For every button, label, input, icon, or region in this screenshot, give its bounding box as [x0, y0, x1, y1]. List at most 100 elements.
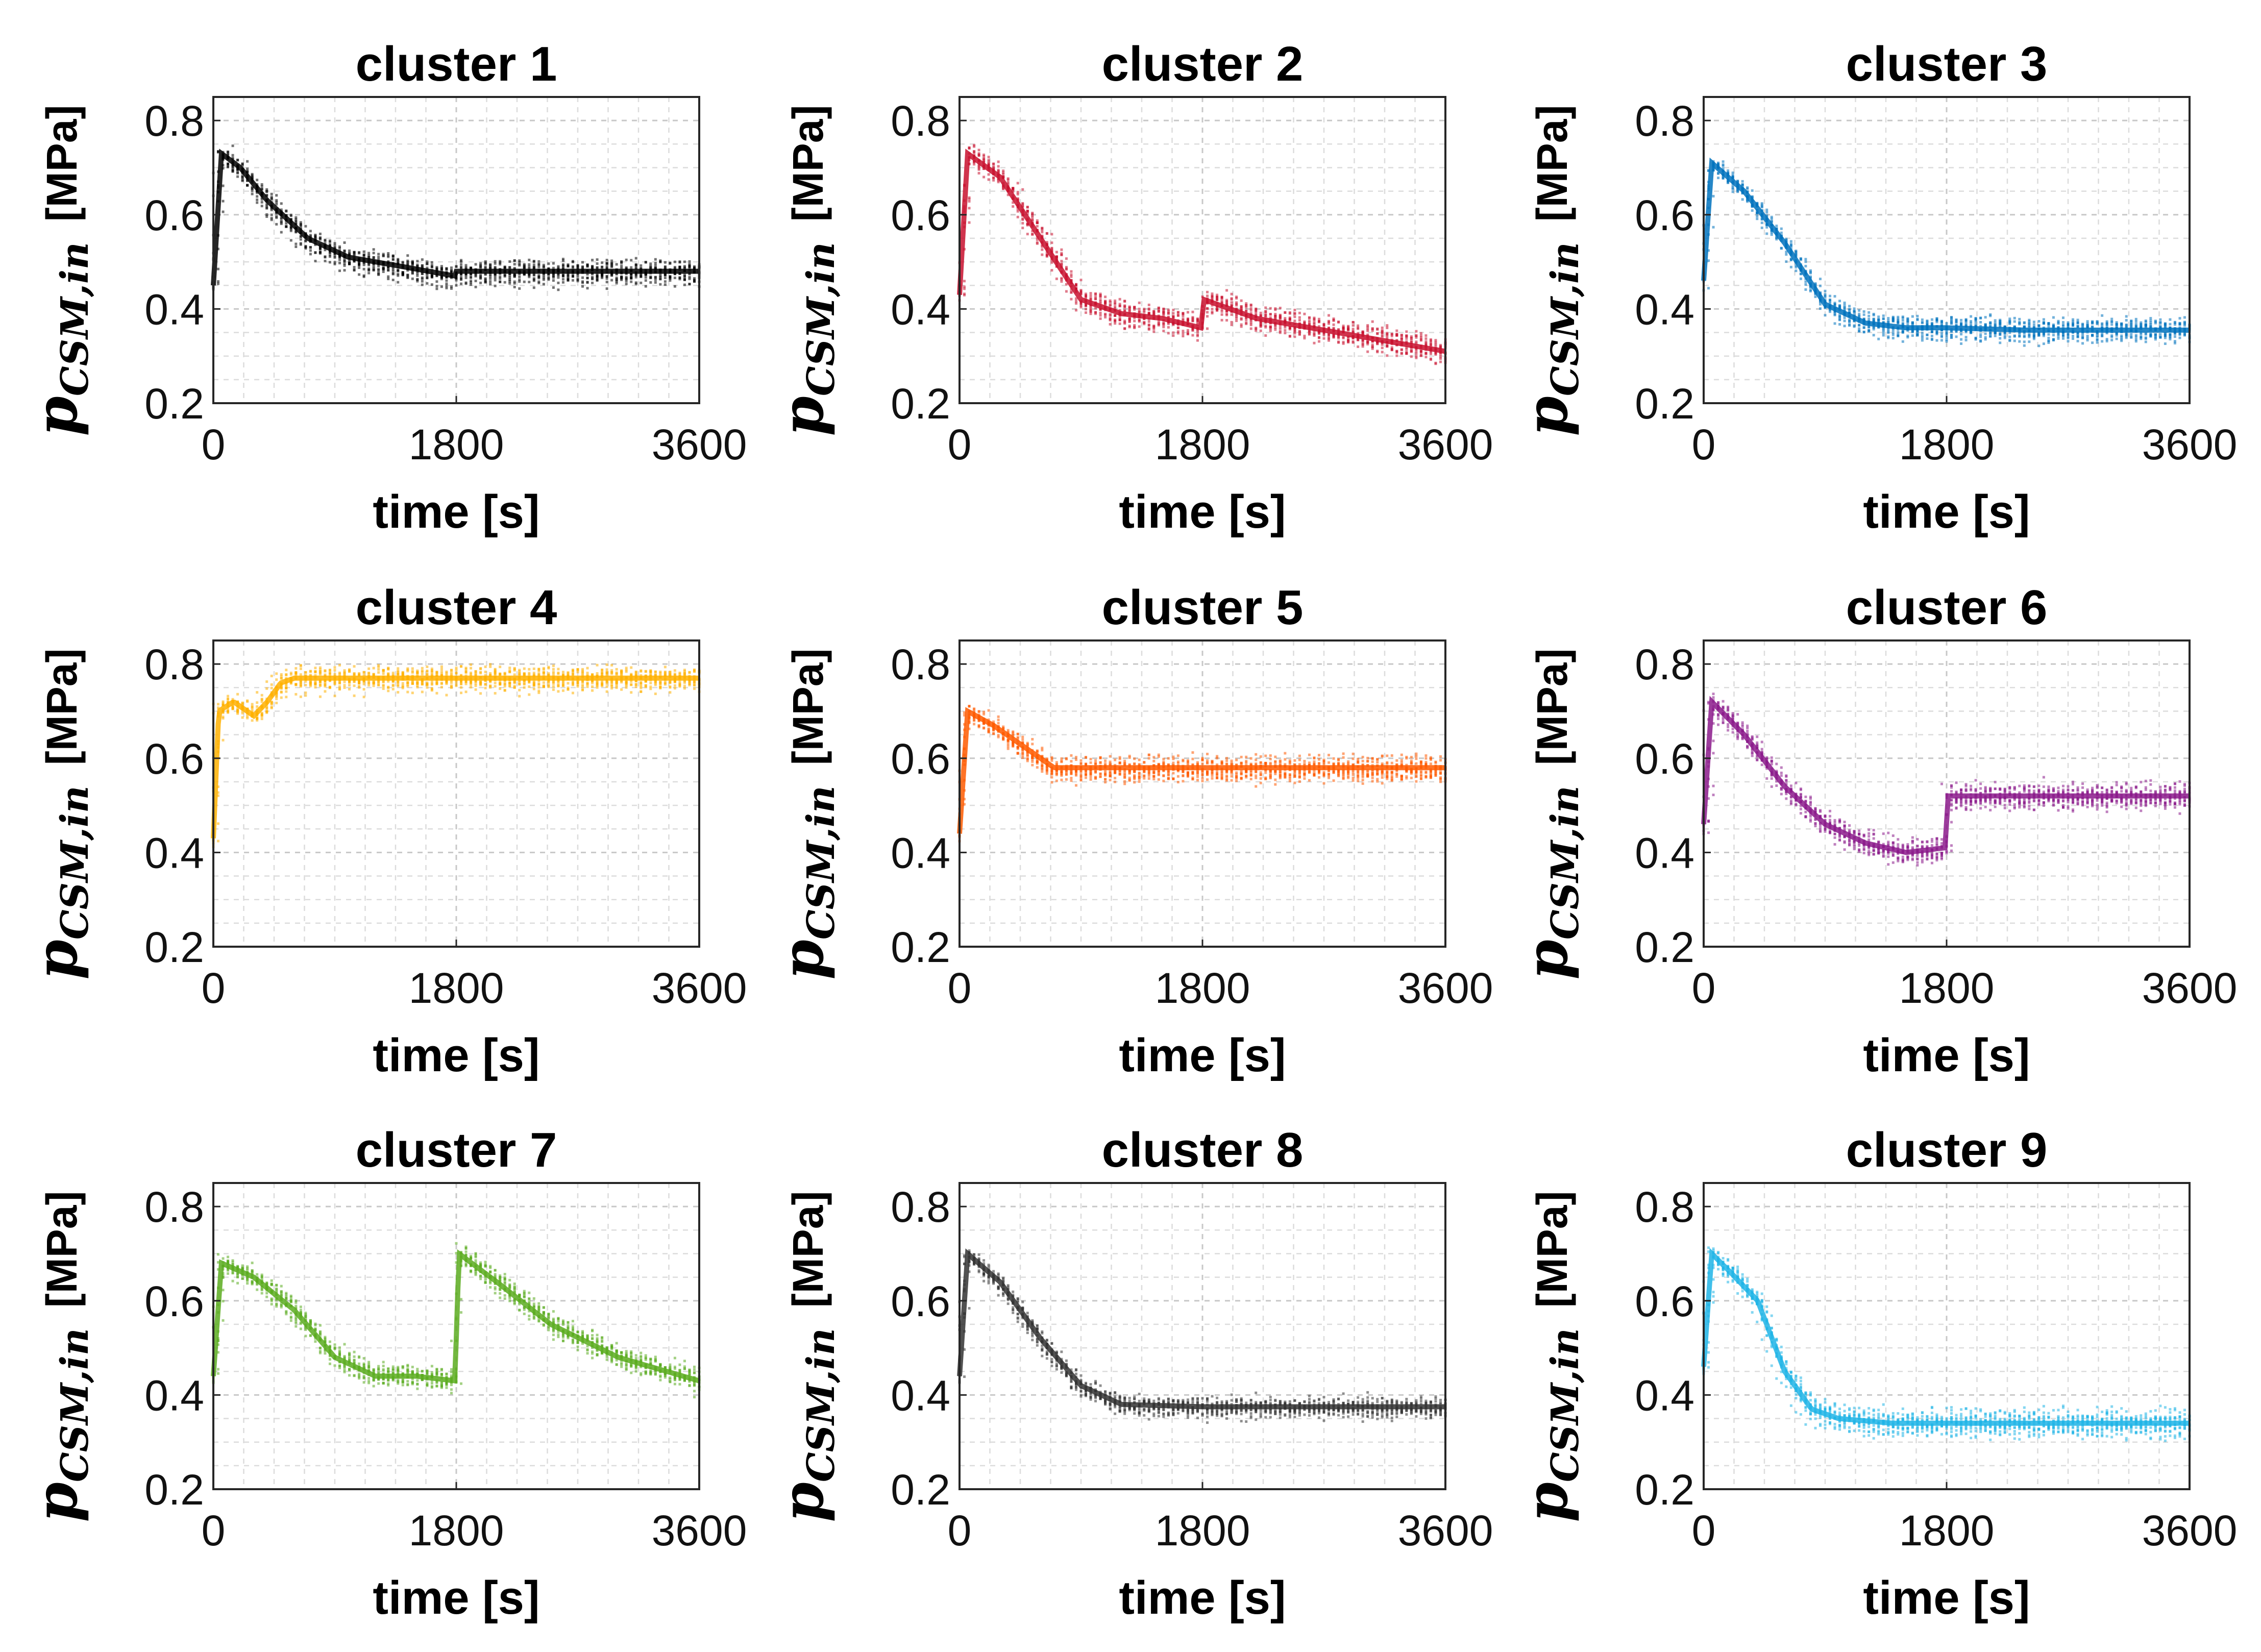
data-point: [1186, 329, 1189, 332]
data-point: [1133, 305, 1136, 308]
data-point: [2081, 342, 2084, 345]
data-point: [552, 262, 555, 265]
data-point: [2178, 322, 2181, 325]
data-point: [693, 277, 696, 280]
data-point: [474, 263, 477, 266]
data-point: [1182, 332, 1185, 335]
data-point: [251, 187, 254, 190]
data-point: [542, 277, 545, 280]
data-point: [518, 275, 521, 278]
data-point: [270, 683, 273, 686]
data-point: [1079, 292, 1083, 295]
data-point: [2105, 320, 2108, 323]
data-point: [227, 695, 230, 698]
data-point: [605, 281, 608, 284]
data-point: [2028, 318, 2031, 322]
data-point: [2105, 325, 2108, 328]
data-point: [416, 669, 419, 672]
data-point: [1872, 334, 1875, 337]
data-point: [1765, 208, 1768, 211]
data-point: [1016, 197, 1019, 200]
data-point: [1065, 266, 1068, 269]
data-point: [231, 154, 234, 157]
data-point: [615, 279, 618, 282]
data-point: [1045, 232, 1048, 235]
data-point: [1935, 339, 1938, 342]
data-point: [256, 191, 259, 194]
data-point: [499, 277, 502, 280]
data-point: [586, 281, 589, 284]
data-point: [426, 276, 429, 279]
data-point: [1970, 320, 1973, 323]
data-point: [231, 166, 234, 169]
data-point: [1308, 323, 1311, 326]
data-point: [362, 674, 365, 677]
data-point: [1235, 317, 1238, 320]
data-point: [314, 243, 317, 246]
data-point: [1984, 323, 1987, 326]
data-point: [1848, 320, 1851, 324]
data-point: [1717, 163, 1720, 166]
data-point: [1050, 233, 1053, 236]
data-point: [1964, 322, 1968, 325]
data-point: [391, 258, 395, 261]
data-point: [1342, 326, 1345, 329]
data-point: [1041, 245, 1044, 248]
data-point: [693, 265, 696, 268]
data-point: [1284, 318, 1287, 322]
data-point: [1405, 348, 1408, 351]
data-point: [421, 283, 424, 286]
data-point: [2081, 323, 2084, 326]
data-point: [1940, 322, 1943, 325]
data-point: [1400, 348, 1403, 351]
data-point: [416, 263, 419, 266]
data-point: [654, 266, 657, 269]
data-point: [1162, 311, 1165, 314]
data-point: [1897, 317, 1900, 320]
data-point: [227, 165, 230, 168]
data-point: [1843, 306, 1846, 309]
data-point: [2072, 318, 2075, 321]
data-point: [450, 270, 453, 274]
data-point: [1818, 301, 1822, 304]
subplot-title: cluster 3: [1846, 37, 2048, 91]
data-point: [1322, 325, 1325, 328]
data-point: [484, 281, 487, 284]
data-point: [1220, 313, 1223, 316]
data-point: [513, 267, 516, 270]
data-point: [542, 266, 545, 269]
data-point: [2008, 335, 2011, 338]
data-point: [474, 285, 477, 288]
data-point: [1172, 316, 1175, 319]
data-point: [1891, 318, 1895, 321]
data-point: [567, 265, 570, 268]
data-point: [2086, 322, 2089, 325]
data-point: [470, 273, 473, 276]
data-point: [1186, 331, 1189, 334]
data-point: [654, 258, 657, 261]
data-point: [1293, 312, 1296, 315]
data-point: [640, 267, 643, 270]
data-point: [1829, 298, 1832, 301]
data-point: [382, 267, 385, 270]
data-point: [1814, 295, 1817, 298]
data-point: [1133, 326, 1136, 329]
data-point: [241, 179, 244, 182]
data-point: [1882, 314, 1885, 317]
data-point: [1016, 208, 1019, 211]
data-point: [372, 256, 375, 259]
data-point: [328, 240, 331, 243]
data-point: [1012, 187, 1015, 190]
data-point: [1848, 318, 1851, 322]
data-point: [222, 184, 225, 187]
data-point: [1371, 320, 1374, 323]
data-point: [1799, 273, 1802, 276]
data-point: [673, 260, 676, 263]
x-axis-label: time [s]: [1119, 486, 1286, 538]
data-point: [314, 251, 317, 254]
data-point: [1279, 324, 1282, 327]
data-point: [455, 684, 458, 687]
data-point: [1332, 319, 1335, 322]
data-point: [333, 242, 336, 245]
data-point: [440, 265, 443, 268]
